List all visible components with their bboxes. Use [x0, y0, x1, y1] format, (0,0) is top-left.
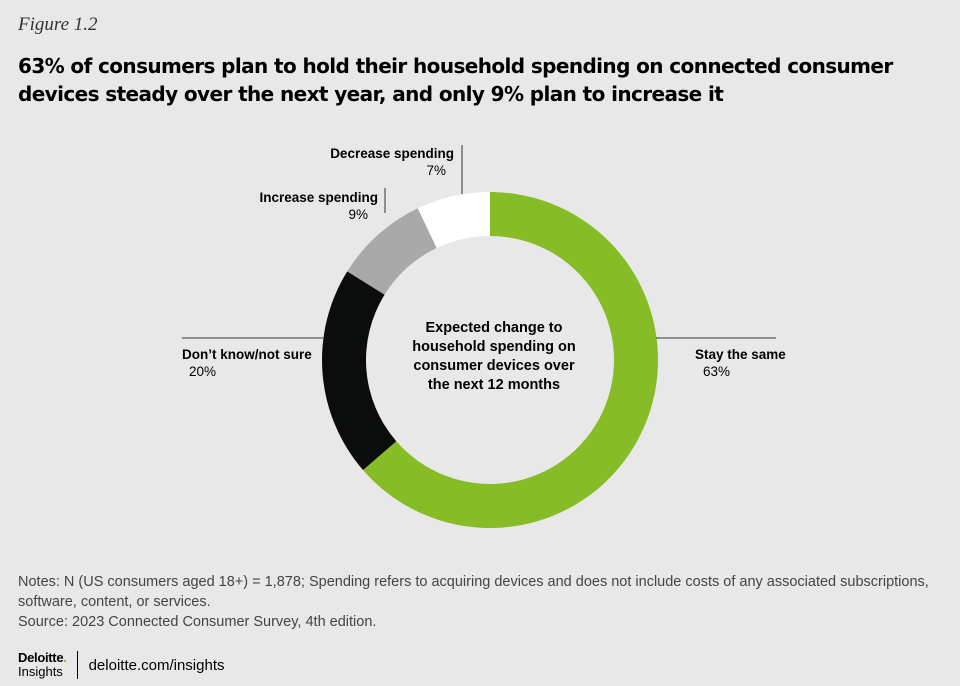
slices-layer — [322, 192, 658, 529]
center-label-line-1: Expected change to — [426, 320, 563, 336]
notes-line-2: software, content, or services. — [18, 594, 211, 610]
value-stay-the-same: 63% — [703, 364, 730, 379]
value-dont-know: 20% — [189, 364, 216, 379]
label-decrease-spending: Decrease spending — [330, 146, 454, 161]
logo-brand-word: Deloitte — [18, 650, 64, 665]
center-label-line-3: consumer devices over — [413, 358, 575, 374]
center-label-line-2: household spending on — [412, 339, 576, 355]
label-increase-spending: Increase spending — [259, 190, 378, 205]
source-line: Source: 2023 Connected Consumer Survey, … — [18, 614, 377, 630]
label-dont-know: Don’t know/not sure — [182, 347, 312, 362]
slice-don-t-know-not-sure — [322, 271, 397, 471]
notes-line-1: Notes: N (US consumers aged 18+) = 1,878… — [18, 574, 929, 590]
logo-dot: . — [63, 650, 67, 665]
notes: Notes: N (US consumers aged 18+) = 1,878… — [18, 572, 938, 632]
logo-sub-text: Insights — [18, 664, 63, 679]
slice-decrease-spending — [417, 192, 490, 249]
deloitte-insights-logo: Deloitte. Insights — [18, 651, 78, 679]
value-decrease-spending: 7% — [426, 163, 446, 178]
footer-url-link[interactable]: deloitte.com/insights — [88, 656, 225, 674]
figure-label: Figure 1.2 — [18, 14, 98, 35]
slice-stay-the-same — [363, 192, 658, 529]
chart-title: 63% of consumers plan to hold their hous… — [18, 54, 893, 106]
slice-increase-spending — [347, 208, 437, 295]
logo-brand-text: Deloitte. — [18, 651, 67, 665]
label-stay-the-same: Stay the same — [695, 347, 786, 362]
donut-chart: Stay the same 63% Don’t know/not sure 20… — [182, 145, 786, 529]
value-increase-spending: 9% — [348, 207, 368, 222]
footer: Deloitte. Insights deloitte.com/insights — [18, 650, 225, 680]
center-label-line-4: the next 12 months — [428, 377, 560, 393]
